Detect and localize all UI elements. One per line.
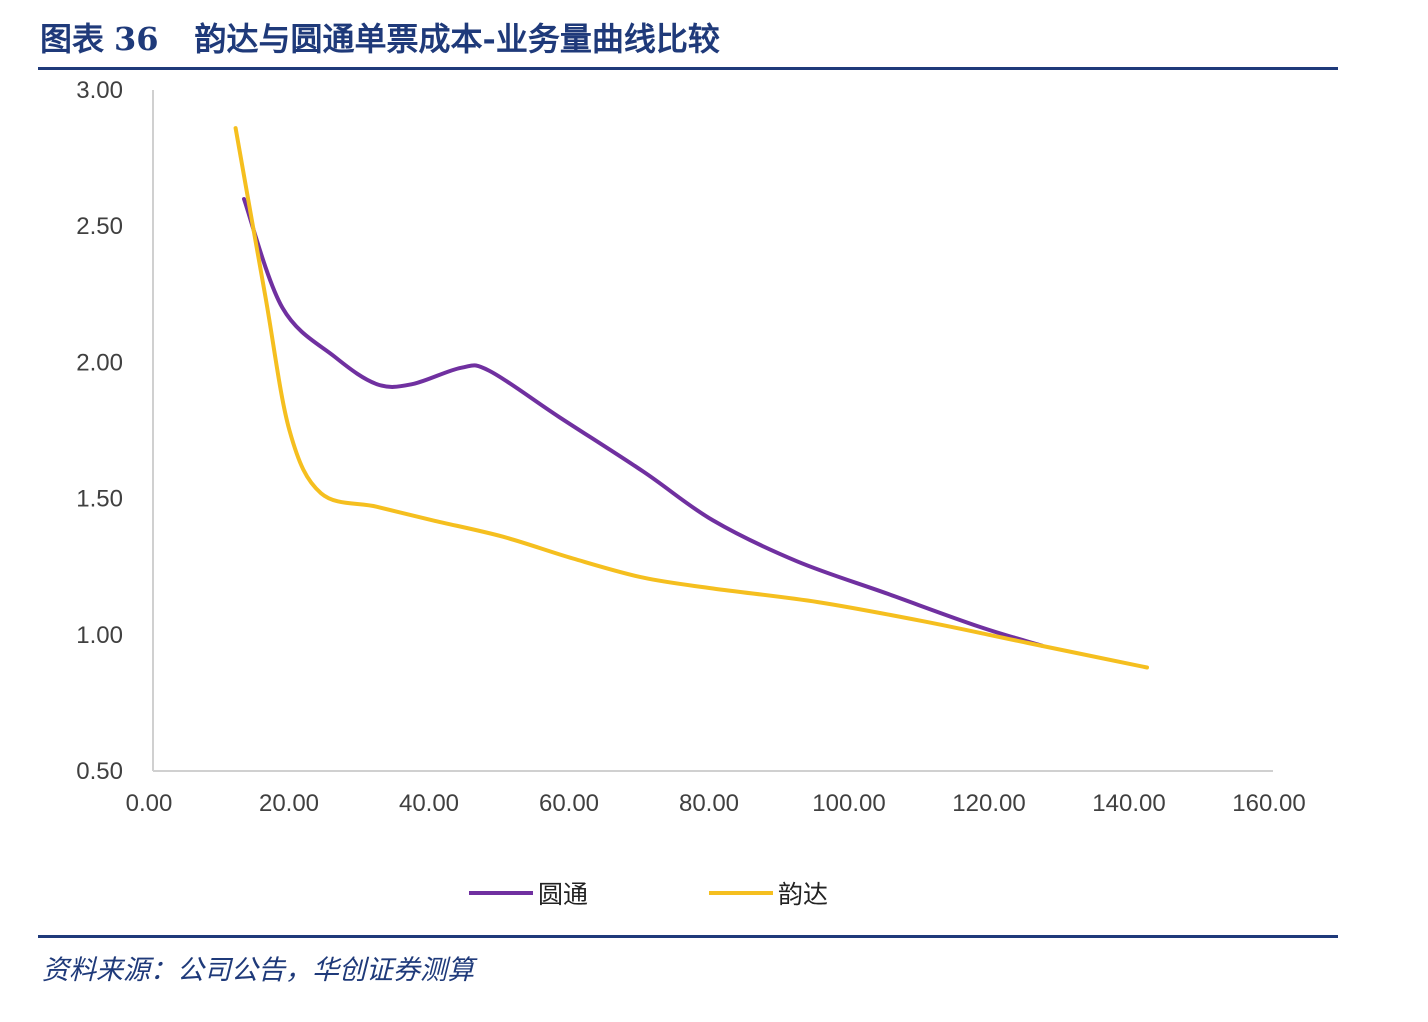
series-lines: [233, 126, 1149, 670]
legend-label: 韵达: [778, 880, 828, 909]
legend-item-yuantong: 圆通: [469, 880, 588, 909]
axes: [152, 90, 1273, 772]
title-rule: [38, 67, 1338, 70]
y-tick-label: 1.00: [76, 622, 123, 649]
legend-label: 圆通: [538, 880, 588, 909]
legend-item-yunda: 韵达: [709, 880, 828, 909]
x-tick-label: 160.00: [1232, 790, 1305, 817]
x-tick-label: 120.00: [952, 790, 1025, 817]
y-tick-label: 2.50: [76, 213, 123, 240]
x-tick-label: 20.00: [259, 790, 319, 817]
y-tick-label: 3.00: [76, 77, 123, 104]
chart-area: 0.00 20.00 40.00 60.00 80.00 100.00 120.00 140.…: [76, 77, 1305, 909]
y-tick-label: 2.00: [76, 349, 123, 376]
y-tick-label: 0.50: [76, 758, 123, 785]
x-tick-label: 0.00: [126, 790, 173, 817]
figure-title-prefix: 图表: [40, 20, 105, 58]
y-tick-label: 1.50: [76, 486, 123, 513]
source-note: 资料来源：公司公告，华创证券测算: [42, 955, 474, 986]
tick-labels: 0.00 20.00 40.00 60.00 80.00 100.00 120.00 140.…: [76, 77, 1305, 817]
series-line-yuantong: [242, 197, 1044, 648]
x-tick-label: 40.00: [399, 790, 459, 817]
series-line-yunda: [233, 126, 1149, 670]
figure-title-text: 韵达与圆通单票成本-业务量曲线比较: [194, 20, 720, 58]
figure-title: 图表 36 韵达与圆通单票成本-业务量曲线比较: [40, 14, 720, 60]
x-tick-label: 140.00: [1092, 790, 1165, 817]
figure-title-number: 36: [114, 20, 159, 58]
x-tick-label: 60.00: [539, 790, 599, 817]
source-rule: [38, 935, 1338, 938]
x-tick-label: 100.00: [812, 790, 885, 817]
x-tick-label: 80.00: [679, 790, 739, 817]
legend: 圆通 韵达: [469, 880, 828, 909]
